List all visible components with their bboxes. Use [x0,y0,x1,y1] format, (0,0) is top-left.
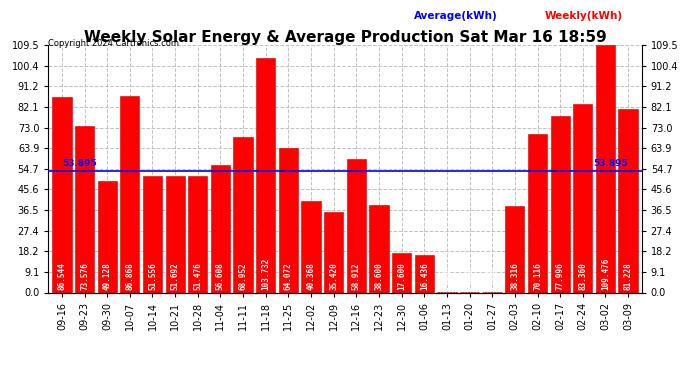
Bar [392,253,411,292]
Bar [528,134,547,292]
Text: 68.952: 68.952 [239,262,248,290]
Text: 73.576: 73.576 [80,262,89,290]
Text: 56.608: 56.608 [216,262,225,290]
Text: 40.368: 40.368 [306,262,315,290]
Bar [415,255,434,292]
Bar [618,109,638,292]
Text: 16.436: 16.436 [420,262,428,290]
Text: Weekly(kWh): Weekly(kWh) [545,11,623,21]
Bar [346,159,366,292]
Bar [188,176,208,292]
Title: Weekly Solar Energy & Average Production Sat Mar 16 18:59: Weekly Solar Energy & Average Production… [83,30,607,45]
Bar [551,116,570,292]
Text: Copyright 2024 Cartronics.com: Copyright 2024 Cartronics.com [48,39,179,48]
Bar [279,148,298,292]
Text: 0.000: 0.000 [442,268,451,291]
Text: 51.556: 51.556 [148,262,157,290]
Bar [166,176,185,292]
Bar [211,165,230,292]
Text: 53.895: 53.895 [62,159,97,168]
Bar [369,205,388,292]
Bar [233,136,253,292]
Bar [256,58,275,292]
Text: 53.895: 53.895 [593,159,628,168]
Bar [52,97,72,292]
Text: 86.544: 86.544 [57,262,66,290]
Text: Average(kWh): Average(kWh) [414,11,497,21]
Text: 49.128: 49.128 [103,262,112,290]
Text: 38.316: 38.316 [511,262,520,290]
Text: 109.476: 109.476 [601,258,610,290]
Text: 58.912: 58.912 [352,262,361,290]
Text: 17.600: 17.600 [397,262,406,290]
Text: 81.228: 81.228 [624,262,633,290]
Text: 77.996: 77.996 [555,262,564,290]
Text: 70.116: 70.116 [533,262,542,290]
Text: 0.000: 0.000 [465,268,474,291]
Text: 38.600: 38.600 [375,262,384,290]
Bar [573,104,593,292]
Text: 51.476: 51.476 [193,262,202,290]
Text: 35.420: 35.420 [329,262,338,290]
Text: 83.360: 83.360 [578,262,587,290]
Bar [143,176,162,292]
Bar [324,213,344,292]
Text: 64.072: 64.072 [284,262,293,290]
Bar [75,126,94,292]
Text: 0.148: 0.148 [488,268,497,291]
Text: 86.868: 86.868 [126,262,135,290]
Bar [302,201,321,292]
Bar [120,96,139,292]
Bar [596,45,615,292]
Bar [505,206,524,292]
Bar [97,182,117,292]
Text: 103.732: 103.732 [262,258,270,290]
Text: 51.692: 51.692 [170,262,179,290]
